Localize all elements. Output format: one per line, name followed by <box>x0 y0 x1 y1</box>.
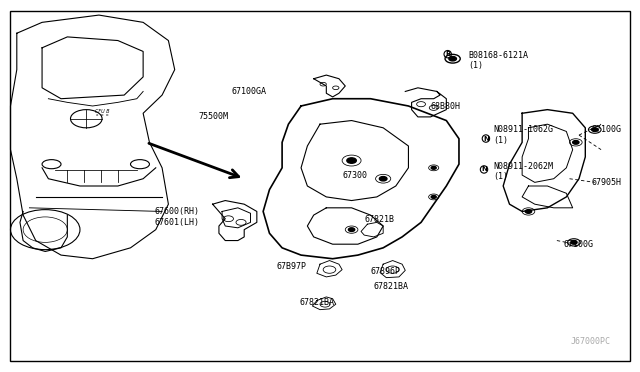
Text: 67905H: 67905H <box>591 178 621 187</box>
Circle shape <box>348 228 355 231</box>
Circle shape <box>591 128 598 131</box>
Text: 67821BA: 67821BA <box>374 282 409 291</box>
Circle shape <box>573 141 579 144</box>
Text: N: N <box>483 135 489 141</box>
Circle shape <box>347 158 356 163</box>
Text: 67B97P: 67B97P <box>276 262 306 270</box>
Text: N08911-2062M
(1): N08911-2062M (1) <box>493 162 554 181</box>
Text: N08911-1062G
(1): N08911-1062G (1) <box>493 125 554 145</box>
Text: B08168-6121A
(1): B08168-6121A (1) <box>468 51 529 70</box>
Text: 67896P: 67896P <box>371 267 401 276</box>
Text: 67821BA: 67821BA <box>300 298 335 307</box>
Text: 67821B: 67821B <box>364 215 394 224</box>
Text: 68B80H: 68B80H <box>431 102 461 111</box>
Text: 67100G: 67100G <box>591 125 621 134</box>
Text: x  o  o: x o o <box>96 113 108 117</box>
Circle shape <box>431 195 436 198</box>
Circle shape <box>380 177 387 181</box>
Text: B: B <box>445 51 451 57</box>
Text: 67300: 67300 <box>342 171 367 180</box>
Circle shape <box>449 57 456 61</box>
Text: N: N <box>481 166 487 173</box>
Circle shape <box>571 241 577 244</box>
Circle shape <box>431 166 436 169</box>
Text: 67600(RH)
67601(LH): 67600(RH) 67601(LH) <box>155 207 200 227</box>
Text: 75500M: 75500M <box>198 112 228 121</box>
Text: J67000PC: J67000PC <box>571 337 611 346</box>
Text: CFU B: CFU B <box>95 109 109 114</box>
Text: 67100G: 67100G <box>563 240 593 249</box>
Circle shape <box>525 210 532 213</box>
Text: 67100GA: 67100GA <box>232 87 267 96</box>
